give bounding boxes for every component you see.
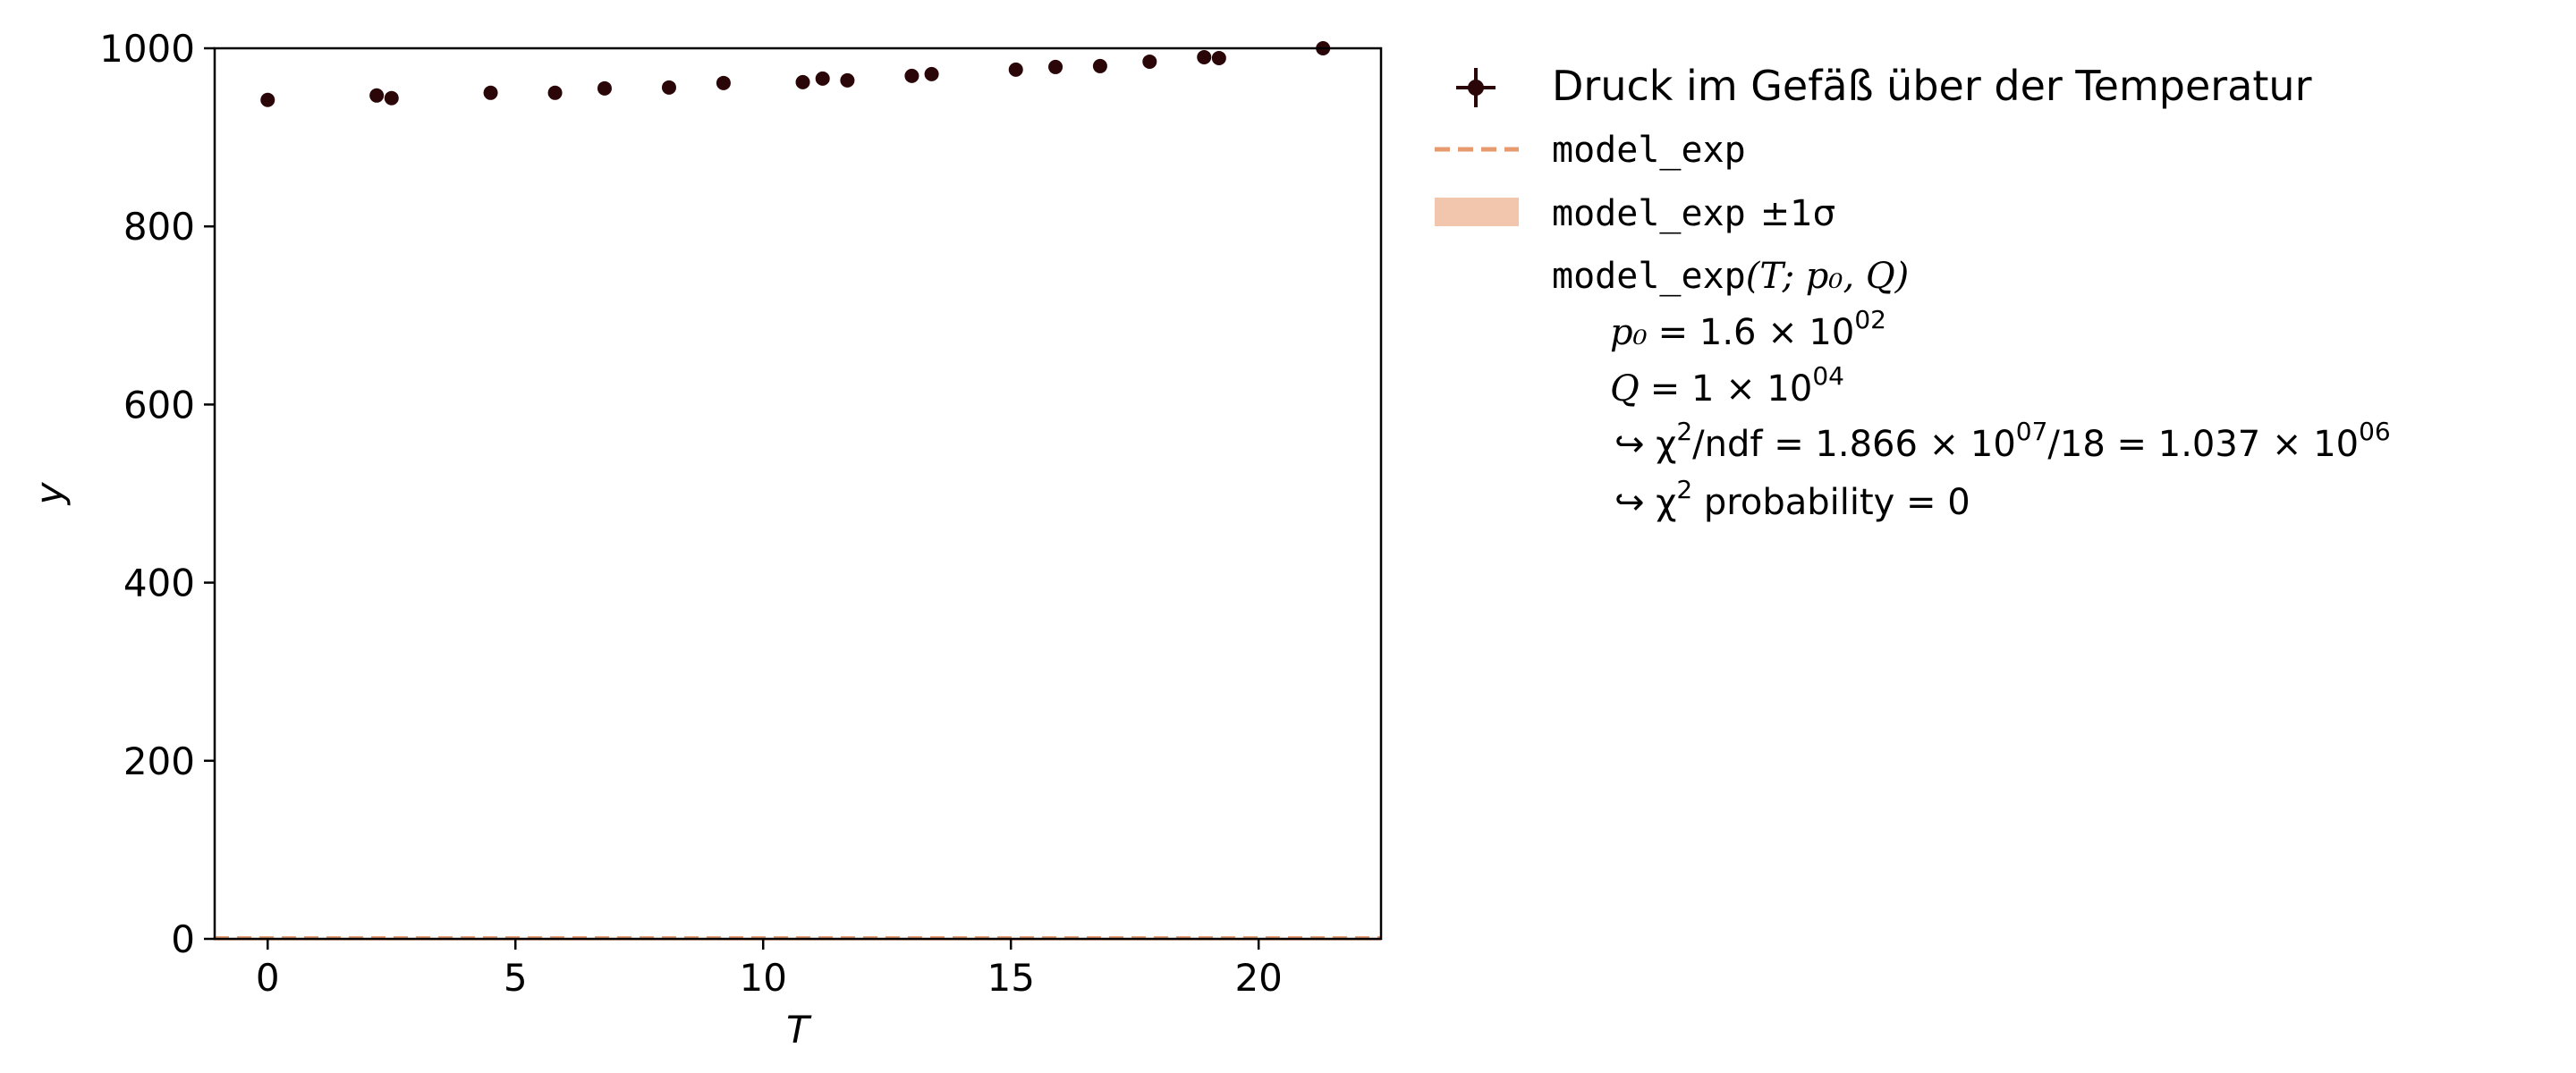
legend-chi2-ndf: ↪ χ2/ndf = 1.866 × 1007/18 = 1.037 × 100… <box>1614 417 2391 465</box>
data-point <box>795 74 810 89</box>
data-points-layer <box>260 41 1331 107</box>
data-point <box>924 66 939 81</box>
y-tick-label: 400 <box>123 562 195 605</box>
plot-frame <box>213 46 1383 941</box>
data-point <box>1211 50 1226 65</box>
x-tick-label: 0 <box>256 956 280 1000</box>
data-point <box>483 85 498 100</box>
data-point <box>840 72 855 88</box>
data-point <box>1197 49 1212 64</box>
legend-marker-error-band <box>1435 198 1519 226</box>
data-point <box>1008 62 1023 77</box>
data-point <box>1048 59 1063 74</box>
legend: Druck im Gefäß über der Temperatur model… <box>1435 62 2391 523</box>
legend-model-function: model_exp(T; p₀, Q) <box>1552 256 1909 297</box>
y-tick-label: 600 <box>123 383 195 427</box>
legend-param-p0: p₀ = 1.6 × 1002 <box>1610 305 1886 353</box>
x-axis-ticks: 0 5 10 15 20 <box>256 939 1283 1000</box>
data-point <box>815 71 830 86</box>
data-point <box>904 68 919 83</box>
x-tick-label: 10 <box>739 956 786 1000</box>
y-tick-label: 200 <box>123 739 195 783</box>
legend-marker-data-points <box>1456 68 1496 107</box>
data-point <box>369 88 385 103</box>
y-tick-label: 1000 <box>99 27 195 71</box>
data-point <box>661 80 676 95</box>
plot-background <box>215 48 1381 939</box>
legend-label-model-line: model_exp <box>1552 130 1746 171</box>
data-point <box>384 90 399 106</box>
x-tick-label: 15 <box>987 956 1034 1000</box>
x-axis-label: T <box>786 1008 812 1052</box>
y-axis-ticks: 0 200 400 600 800 1000 <box>99 27 215 961</box>
y-axis-label: y <box>28 481 72 506</box>
data-point <box>716 75 731 90</box>
legend-param-q: Q = 1 × 1004 <box>1610 361 1844 410</box>
y-tick-label: 800 <box>123 205 195 249</box>
data-point <box>597 80 612 96</box>
data-point <box>547 85 563 100</box>
legend-label-data-points: Druck im Gefäß über der Temperatur <box>1552 62 2312 110</box>
y-tick-label: 0 <box>171 917 195 961</box>
x-tick-label: 20 <box>1234 956 1282 1000</box>
data-point <box>1092 58 1107 73</box>
legend-chi2-probability: ↪ χ2 probability = 0 <box>1614 475 1970 523</box>
legend-label-error-band: model_exp ±1σ <box>1552 193 1835 234</box>
x-tick-label: 5 <box>504 956 528 1000</box>
data-point <box>1142 54 1157 69</box>
data-point <box>260 92 275 107</box>
